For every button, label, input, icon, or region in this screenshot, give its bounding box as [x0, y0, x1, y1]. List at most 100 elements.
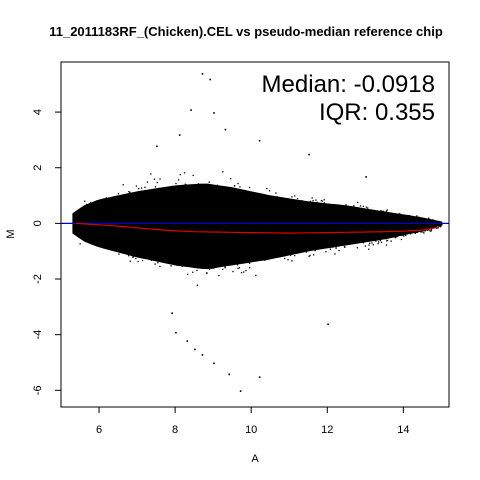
- data-point: [146, 206, 148, 209]
- data-point: [345, 232, 347, 235]
- data-point: [253, 236, 255, 238]
- data-point: [264, 216, 266, 218]
- data-point: [435, 224, 437, 226]
- data-point: [175, 182, 177, 185]
- data-point: [221, 225, 223, 228]
- data-point: [128, 224, 130, 227]
- data-point: [245, 199, 247, 201]
- data-point: [368, 220, 370, 222]
- data-point: [334, 234, 336, 236]
- data-point: [106, 246, 108, 248]
- data-point: [385, 211, 387, 214]
- data-point: [338, 249, 340, 252]
- data-point: [209, 238, 211, 240]
- data-point: [363, 233, 365, 235]
- data-point: [306, 236, 309, 238]
- data-point: [265, 220, 267, 222]
- data-point: [207, 205, 210, 207]
- data-point: [232, 189, 234, 191]
- data-point: [291, 235, 293, 237]
- data-point: [200, 252, 203, 254]
- data-point: [210, 235, 212, 237]
- data-point: [335, 238, 337, 241]
- data-point: [402, 229, 404, 231]
- data-point: [343, 231, 345, 233]
- data-point: [194, 193, 196, 195]
- data-point: [374, 234, 376, 236]
- data-point: [204, 221, 206, 223]
- data-point: [233, 214, 236, 216]
- data-point: [231, 211, 234, 213]
- data-point: [89, 220, 91, 222]
- data-point: [187, 206, 189, 208]
- data-point: [314, 250, 316, 252]
- data-point: [257, 228, 260, 231]
- data-point: [170, 231, 172, 233]
- data-point: [132, 216, 134, 218]
- data-point: [193, 204, 195, 206]
- data-point: [197, 230, 199, 232]
- data-point: [264, 238, 267, 241]
- data-point: [209, 253, 211, 256]
- data-point: [156, 259, 158, 261]
- data-point: [203, 186, 205, 188]
- data-point: [104, 215, 107, 217]
- data-point: [116, 246, 118, 249]
- data-point: [271, 239, 274, 241]
- data-point: [217, 212, 220, 214]
- data-point: [206, 239, 209, 241]
- data-point: [208, 207, 210, 209]
- data-point: [248, 211, 250, 213]
- data-point: [263, 213, 265, 216]
- data-point: [199, 213, 201, 216]
- data-point: [411, 223, 413, 226]
- data-point: [211, 206, 213, 209]
- data-point: [232, 229, 234, 231]
- data-point: [212, 215, 214, 217]
- data-point: [183, 229, 185, 231]
- data-point: [400, 229, 403, 231]
- data-point: [240, 211, 242, 213]
- data-point: [374, 226, 376, 228]
- data-point: [102, 244, 104, 246]
- data-point: [250, 238, 253, 240]
- data-point: [301, 223, 303, 226]
- data-point: [298, 227, 301, 229]
- data-point: [114, 214, 117, 216]
- data-point: [354, 226, 356, 228]
- data-point: [139, 212, 141, 214]
- data-point: [179, 226, 181, 228]
- data-point: [164, 221, 166, 223]
- data-point: [357, 201, 359, 204]
- data-point: [186, 214, 189, 216]
- data-point: [218, 193, 221, 195]
- data-point: [331, 219, 333, 221]
- data-point: [264, 242, 266, 244]
- data-point: [127, 206, 130, 208]
- data-point: [387, 235, 390, 237]
- data-point: [292, 235, 294, 237]
- data-point: [86, 214, 88, 216]
- data-point: [100, 234, 102, 237]
- data-point: [318, 241, 320, 243]
- data-point: [185, 214, 187, 216]
- data-point: [320, 241, 322, 243]
- data-point: [273, 228, 275, 230]
- data-point: [247, 232, 249, 235]
- data-point: [235, 203, 237, 205]
- data-point: [124, 199, 127, 201]
- data-point: [99, 201, 102, 203]
- data-point: [204, 214, 206, 216]
- data-point: [364, 245, 366, 247]
- data-point: [393, 227, 395, 230]
- data-point: [279, 229, 281, 231]
- data-point: [240, 230, 242, 232]
- data-point: [258, 252, 260, 254]
- data-point: [282, 211, 284, 213]
- data-point: [181, 213, 184, 215]
- data-point: [387, 228, 389, 230]
- data-point: [84, 234, 87, 236]
- data-point: [151, 236, 153, 238]
- data-point: [141, 235, 143, 237]
- data-point: [257, 257, 260, 259]
